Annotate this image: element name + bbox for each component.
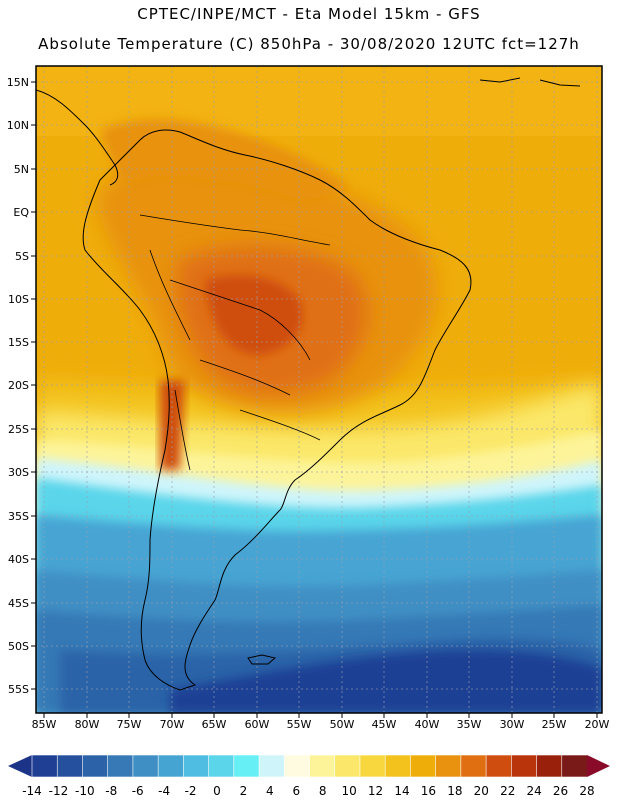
colorbar-swatch <box>82 754 109 778</box>
caribbean-islands <box>479 77 581 87</box>
lon-label: 65W <box>202 718 227 731</box>
colorbar-label: 2 <box>240 784 248 798</box>
lat-label: 5N <box>14 163 29 176</box>
colorbar-low-arrow <box>8 755 32 777</box>
lat-label: 30S <box>8 466 29 479</box>
lat-label: 40S <box>8 553 29 566</box>
lat-label: 35S <box>8 510 29 523</box>
colorbar-label: 26 <box>553 784 568 798</box>
colorbar-swatch <box>183 754 210 778</box>
lat-label: 50S <box>8 640 29 653</box>
colorbar-swatch <box>233 754 260 778</box>
colorbar-swatch <box>258 754 286 778</box>
title-line-2: Absolute Temperature (C) 850hPa - 30/08/… <box>38 35 580 53</box>
title-line-1: CPTEC/INPE/MCT - Eta Model 15km - GFS <box>137 5 481 23</box>
lat-label: EQ <box>13 206 29 219</box>
lon-label: 60W <box>245 718 270 731</box>
colorbar-swatch <box>56 754 84 778</box>
colorbar-swatch <box>561 754 588 778</box>
lat-label: 10N <box>7 119 29 132</box>
temperature-field <box>36 66 602 713</box>
colorbar-label: 14 <box>394 784 409 798</box>
colorbar-label: 22 <box>500 784 515 798</box>
lon-label: 70W <box>160 718 185 731</box>
lon-labels: 85W 80W 75W 70W 65W 60W 55W 50W 45W 40W … <box>32 718 610 731</box>
colorbar-swatch <box>309 754 336 778</box>
colorbar-swatch <box>132 754 159 778</box>
colorbar-label: 4 <box>266 784 274 798</box>
colorbar-label: 0 <box>213 784 221 798</box>
colorbar-label: 24 <box>526 784 541 798</box>
colorbar-label: 10 <box>341 784 356 798</box>
falklands-outline <box>247 654 277 665</box>
colorbar-swatch <box>208 754 235 778</box>
colorbar-swatch <box>384 754 412 778</box>
lon-label: 20W <box>585 718 610 731</box>
colorbar-label: 20 <box>474 784 489 798</box>
lat-labels: 15N 10N 5N EQ 5S 10S 15S 20S 25S 30S 35S… <box>7 76 30 696</box>
colorbar-swatch <box>410 754 437 778</box>
lat-label: 10S <box>8 293 29 306</box>
axis-ticks <box>31 81 598 718</box>
colorbar-swatch <box>359 754 386 778</box>
colorbar-swatch <box>536 754 563 778</box>
colorbar: -14 -12 -10 -8 -6 -4 -2 0 2 4 6 8 10 12 14 16 18 20 22 24 26… <box>8 754 610 798</box>
map-frame <box>35 65 603 714</box>
graticule <box>36 66 602 713</box>
lat-label: 55S <box>8 683 29 696</box>
colorbar-label: 6 <box>292 784 300 798</box>
south-america-outline <box>82 129 472 691</box>
colorbar-label: -8 <box>105 784 117 798</box>
lon-label: 30W <box>500 718 525 731</box>
colorbar-swatch <box>334 754 361 778</box>
country-borders <box>139 214 331 471</box>
colorbar-high-arrow <box>587 755 610 777</box>
lat-label: 20S <box>8 379 29 392</box>
lon-label: 85W <box>32 718 57 731</box>
lat-label: 25S <box>8 423 29 436</box>
colorbar-label: -6 <box>132 784 144 798</box>
lon-label: 35W <box>457 718 482 731</box>
lat-label: 45S <box>8 597 29 610</box>
central-america-outline <box>36 89 119 186</box>
colorbar-swatch <box>31 754 59 778</box>
colorbar-label: 16 <box>421 784 436 798</box>
colorbar-swatch <box>511 754 538 778</box>
lon-label: 55W <box>287 718 312 731</box>
lon-label: 80W <box>75 718 100 731</box>
colorbar-label: -12 <box>49 784 69 798</box>
colorbar-label: -4 <box>158 784 170 798</box>
lon-label: 75W <box>117 718 142 731</box>
lon-label: 25W <box>542 718 567 731</box>
lat-label: 15S <box>8 336 29 349</box>
colorbar-swatch <box>107 754 134 778</box>
colorbar-swatch <box>460 754 487 778</box>
lat-label: 15N <box>7 76 29 89</box>
colorbar-label: -14 <box>22 784 42 798</box>
lon-label: 40W <box>415 718 440 731</box>
colorbar-label: -10 <box>75 784 95 798</box>
colorbar-swatch <box>485 754 513 778</box>
colorbar-swatch <box>435 754 462 778</box>
lon-label: 45W <box>372 718 397 731</box>
colorbar-swatch <box>157 754 185 778</box>
colorbar-label: 12 <box>368 784 383 798</box>
colorbar-label: 18 <box>447 784 462 798</box>
colorbar-swatch <box>283 754 311 778</box>
colorbar-label: -2 <box>185 784 197 798</box>
colorbar-label: 8 <box>319 784 327 798</box>
lat-label: 5S <box>15 250 29 263</box>
lon-label: 50W <box>330 718 355 731</box>
colorbar-label: 28 <box>579 784 594 798</box>
